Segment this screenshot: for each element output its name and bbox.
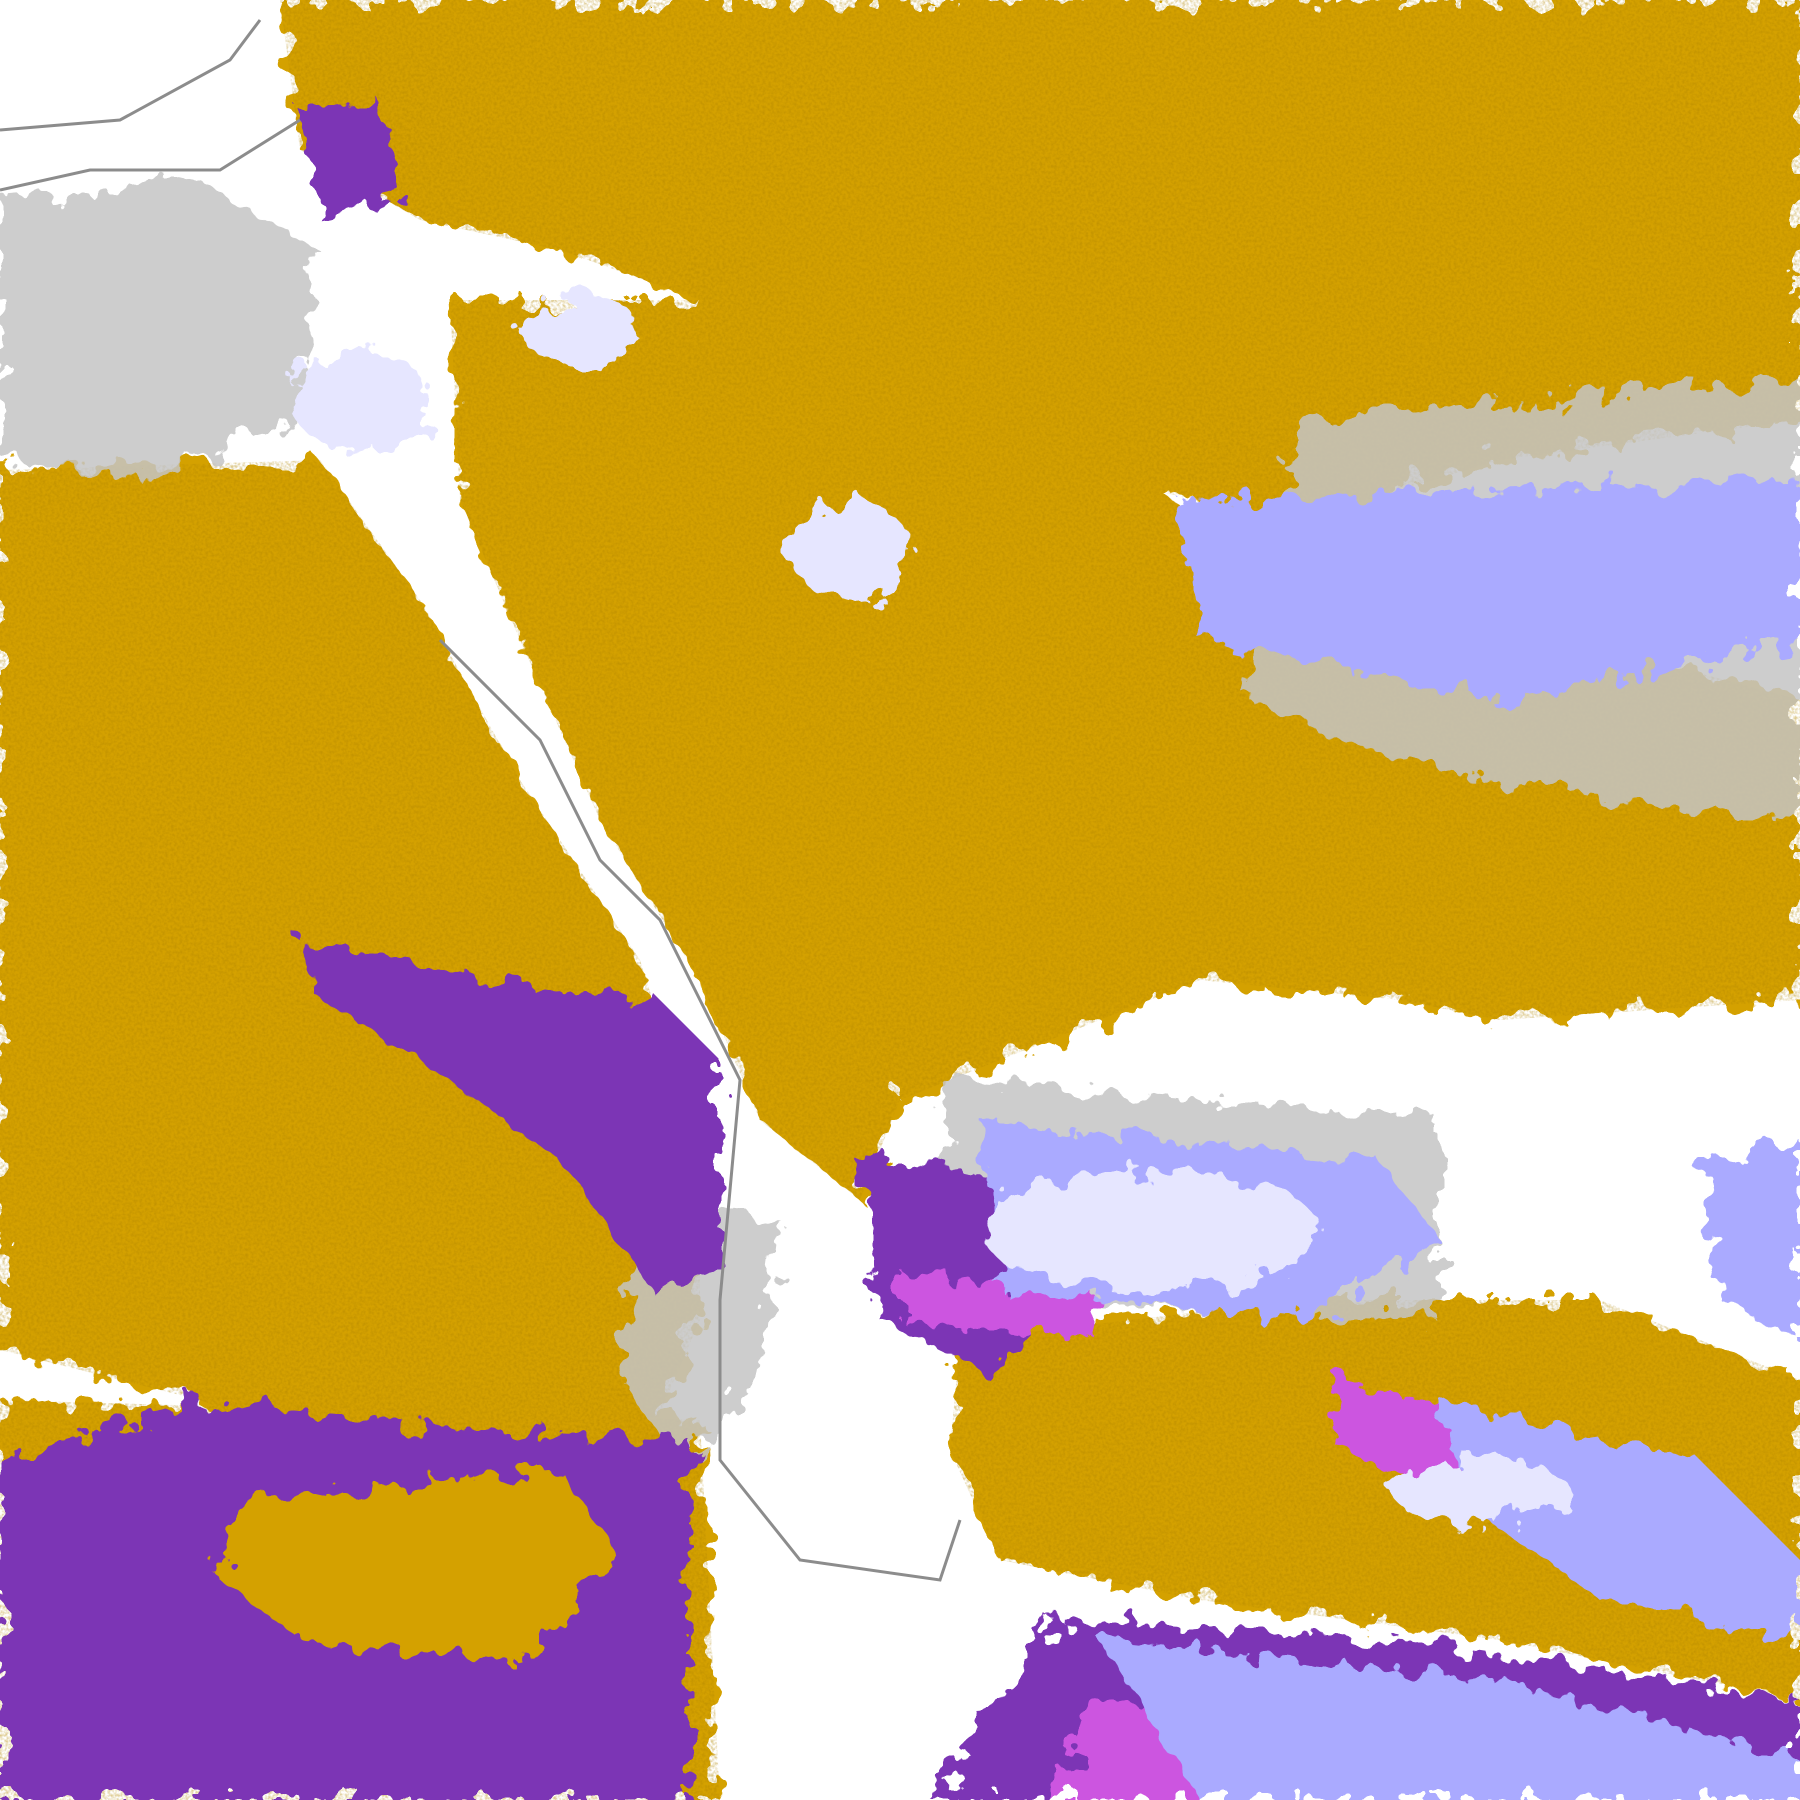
coastline xyxy=(0,19,962,1582)
gray-region xyxy=(0,180,320,480)
pale-cloud xyxy=(1390,1460,1570,1520)
magenta-region xyxy=(900,1270,1100,1340)
lavender-region xyxy=(1700,1140,1800,1340)
pale-cloud xyxy=(980,1170,1320,1290)
pale-cloud-layer xyxy=(290,295,1570,1520)
lavender-region xyxy=(1180,480,1800,700)
pale-cloud xyxy=(790,500,910,600)
purple-region xyxy=(300,940,720,1300)
pale-cloud xyxy=(290,350,430,450)
gold-region xyxy=(220,1470,620,1660)
lavender-region xyxy=(1440,1400,1800,1640)
lavender-cloud-layer xyxy=(980,480,1800,1800)
purple-region xyxy=(300,100,400,220)
lavender-region xyxy=(1100,1640,1800,1800)
pale-cloud xyxy=(520,295,640,365)
gold-patch-layer xyxy=(220,1470,620,1660)
